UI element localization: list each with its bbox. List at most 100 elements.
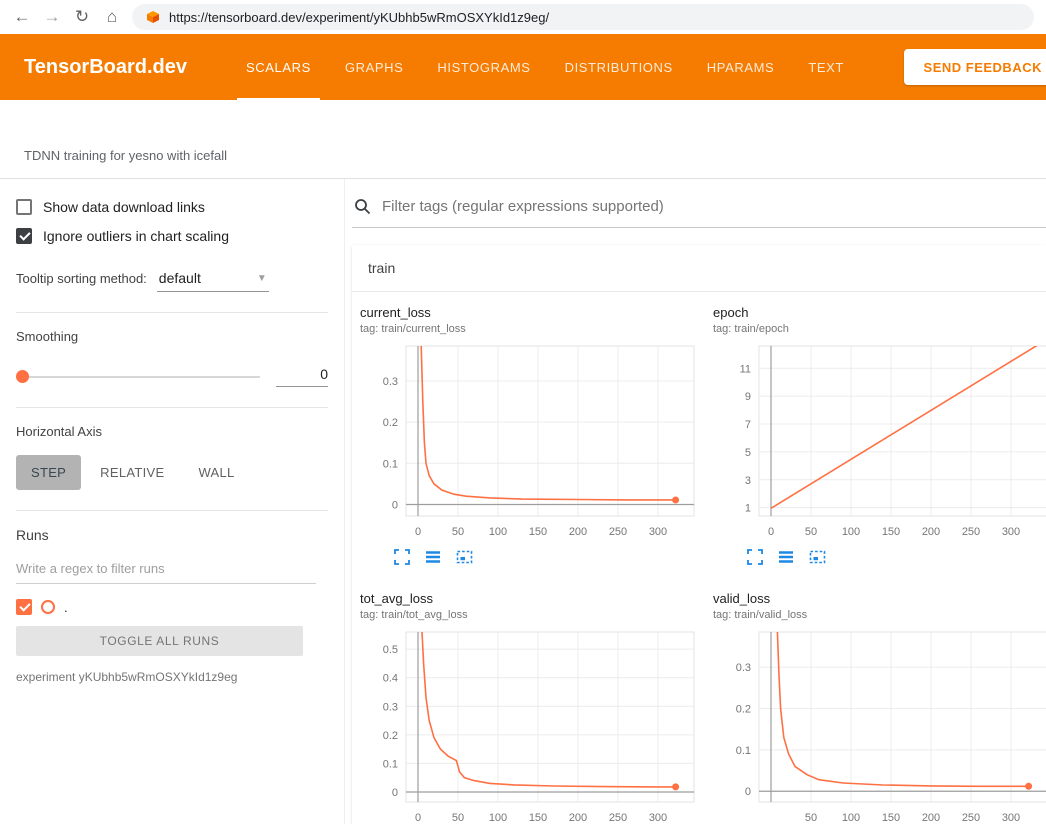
svg-text:200: 200 [569, 526, 587, 538]
svg-text:150: 150 [882, 526, 900, 538]
svg-text:200: 200 [922, 812, 940, 824]
chart-tag: tag: train/current_loss [360, 323, 708, 335]
chart-title: current_loss [360, 305, 708, 320]
chart-tot-avg-loss: tot_avg_loss tag: train/tot_avg_loss 050… [360, 591, 708, 824]
axis-wall-button[interactable]: WALL [183, 455, 249, 490]
view-runs-icon[interactable] [778, 549, 794, 565]
toggle-all-runs-button[interactable]: TOGGLE ALL RUNS [16, 626, 303, 656]
run-checkbox[interactable] [16, 599, 32, 615]
top-nav: SCALARS GRAPHS HISTOGRAMS DISTRIBUTIONS … [229, 34, 861, 100]
send-feedback-button[interactable]: SEND FEEDBACK [904, 49, 1046, 85]
svg-text:250: 250 [609, 812, 627, 824]
chart-svg[interactable]: 05010015020025030000.10.20.3 [360, 341, 700, 546]
train-group-card: train current_loss tag: train/current_lo… [352, 245, 1046, 824]
tab-hparams[interactable]: HPARAMS [690, 34, 792, 100]
fullscreen-icon[interactable] [394, 549, 410, 565]
chart-svg[interactable]: 0501001502002503001357911 [713, 341, 1046, 546]
train-group-header[interactable]: train [352, 245, 1046, 292]
svg-text:250: 250 [609, 526, 627, 538]
reload-icon[interactable]: ↻ [72, 7, 92, 27]
content-area: Show data download links Ignore outliers… [0, 179, 1046, 824]
svg-text:0: 0 [392, 499, 398, 511]
chevron-down-icon: ▼ [257, 273, 267, 284]
tab-text[interactable]: TEXT [791, 34, 861, 100]
svg-text:0.1: 0.1 [383, 458, 398, 470]
address-bar[interactable]: https://tensorboard.dev/experiment/yKUbh… [132, 4, 1034, 30]
ignore-outliers-row: Ignore outliers in chart scaling [16, 228, 328, 244]
search-icon [354, 198, 371, 215]
experiment-id-caption: experiment yKUbhb5wRmOSXYkId1z9eg [16, 670, 328, 684]
run-row: . [16, 599, 328, 615]
general-settings-section: Show data download links Ignore outliers… [16, 199, 328, 313]
chart-valid-loss: valid_loss tag: train/valid_loss 5010015… [713, 591, 1046, 824]
fit-domain-icon[interactable] [809, 549, 826, 565]
view-runs-icon[interactable] [425, 549, 441, 565]
svg-text:0.1: 0.1 [736, 745, 751, 757]
horizontal-axis-label: Horizontal Axis [16, 424, 328, 439]
smoothing-slider[interactable] [16, 376, 260, 378]
svg-text:100: 100 [842, 812, 860, 824]
svg-text:9: 9 [745, 391, 751, 403]
runs-filter-input[interactable] [16, 553, 316, 584]
chart-epoch: epoch tag: train/epoch 05010015020025030… [713, 305, 1046, 565]
svg-text:0.3: 0.3 [383, 701, 398, 713]
svg-text:300: 300 [649, 526, 667, 538]
chart-tag: tag: train/epoch [713, 323, 1046, 335]
tab-histograms[interactable]: HISTOGRAMS [420, 34, 547, 100]
app-header: TensorBoard.dev SCALARS GRAPHS HISTOGRAM… [0, 34, 1046, 100]
chart-svg[interactable]: 05010015020025030000.10.20.30.40.5 [360, 627, 700, 824]
svg-text:200: 200 [569, 812, 587, 824]
svg-text:1: 1 [745, 503, 751, 515]
svg-text:100: 100 [489, 526, 507, 538]
svg-text:100: 100 [489, 812, 507, 824]
smoothing-label: Smoothing [16, 329, 328, 344]
forward-icon[interactable]: → [42, 7, 62, 27]
svg-text:0.2: 0.2 [383, 417, 398, 429]
chart-toolbar [360, 549, 708, 565]
axis-step-button[interactable]: STEP [16, 455, 81, 490]
brand-title: TensorBoard.dev [0, 34, 187, 100]
smoothing-section: Smoothing 0 [16, 329, 328, 408]
tooltip-sorting-dropdown[interactable]: default ▼ [157, 270, 269, 292]
svg-text:100: 100 [842, 526, 860, 538]
show-download-links-row: Show data download links [16, 199, 328, 215]
svg-text:0: 0 [415, 526, 421, 538]
settings-sidebar: Show data download links Ignore outliers… [0, 179, 345, 824]
experiment-title: TDNN training for yesno with icefall [0, 100, 1046, 179]
tab-graphs[interactable]: GRAPHS [328, 34, 421, 100]
chart-svg[interactable]: 5010015020025030000.10.20.3 [713, 627, 1046, 824]
chart-title: epoch [713, 305, 1046, 320]
tooltip-sorting-row: Tooltip sorting method: default ▼ [16, 270, 328, 292]
tab-distributions[interactable]: DISTRIBUTIONS [548, 34, 690, 100]
tag-filter-input[interactable] [380, 197, 1042, 216]
svg-text:150: 150 [529, 526, 547, 538]
run-color-swatch [41, 600, 55, 614]
show-download-links-checkbox[interactable] [16, 199, 32, 215]
home-icon[interactable]: ⌂ [102, 7, 122, 27]
svg-text:3: 3 [745, 475, 751, 487]
charts-grid: current_loss tag: train/current_loss 0 5 0… [352, 292, 1046, 824]
run-name: . [64, 600, 68, 615]
tab-scalars[interactable]: SCALARS [229, 34, 328, 100]
svg-text:0: 0 [745, 786, 751, 798]
svg-text:5: 5 [745, 447, 751, 459]
svg-text:7: 7 [745, 419, 751, 431]
smoothing-slider-thumb[interactable] [16, 370, 29, 383]
svg-text:0.3: 0.3 [736, 662, 751, 674]
svg-text:250: 250 [962, 526, 980, 538]
back-icon[interactable]: ← [12, 7, 32, 27]
horizontal-axis-section: Horizontal Axis STEP RELATIVE WALL [16, 424, 328, 511]
axis-relative-button[interactable]: RELATIVE [85, 455, 179, 490]
fullscreen-icon[interactable] [747, 549, 763, 565]
smoothing-value[interactable]: 0 [276, 366, 328, 387]
svg-text:11: 11 [740, 363, 751, 375]
chart-title: tot_avg_loss [360, 591, 708, 606]
runs-section: Runs . TOGGLE ALL RUNS experiment yKUbhb… [16, 527, 328, 704]
ignore-outliers-label: Ignore outliers in chart scaling [43, 228, 229, 244]
svg-text:150: 150 [882, 812, 900, 824]
ignore-outliers-checkbox[interactable] [16, 228, 32, 244]
fit-domain-icon[interactable] [456, 549, 473, 565]
svg-text:0: 0 [415, 812, 421, 824]
axis-button-group: STEP RELATIVE WALL [16, 455, 328, 490]
svg-text:0.5: 0.5 [383, 644, 398, 656]
